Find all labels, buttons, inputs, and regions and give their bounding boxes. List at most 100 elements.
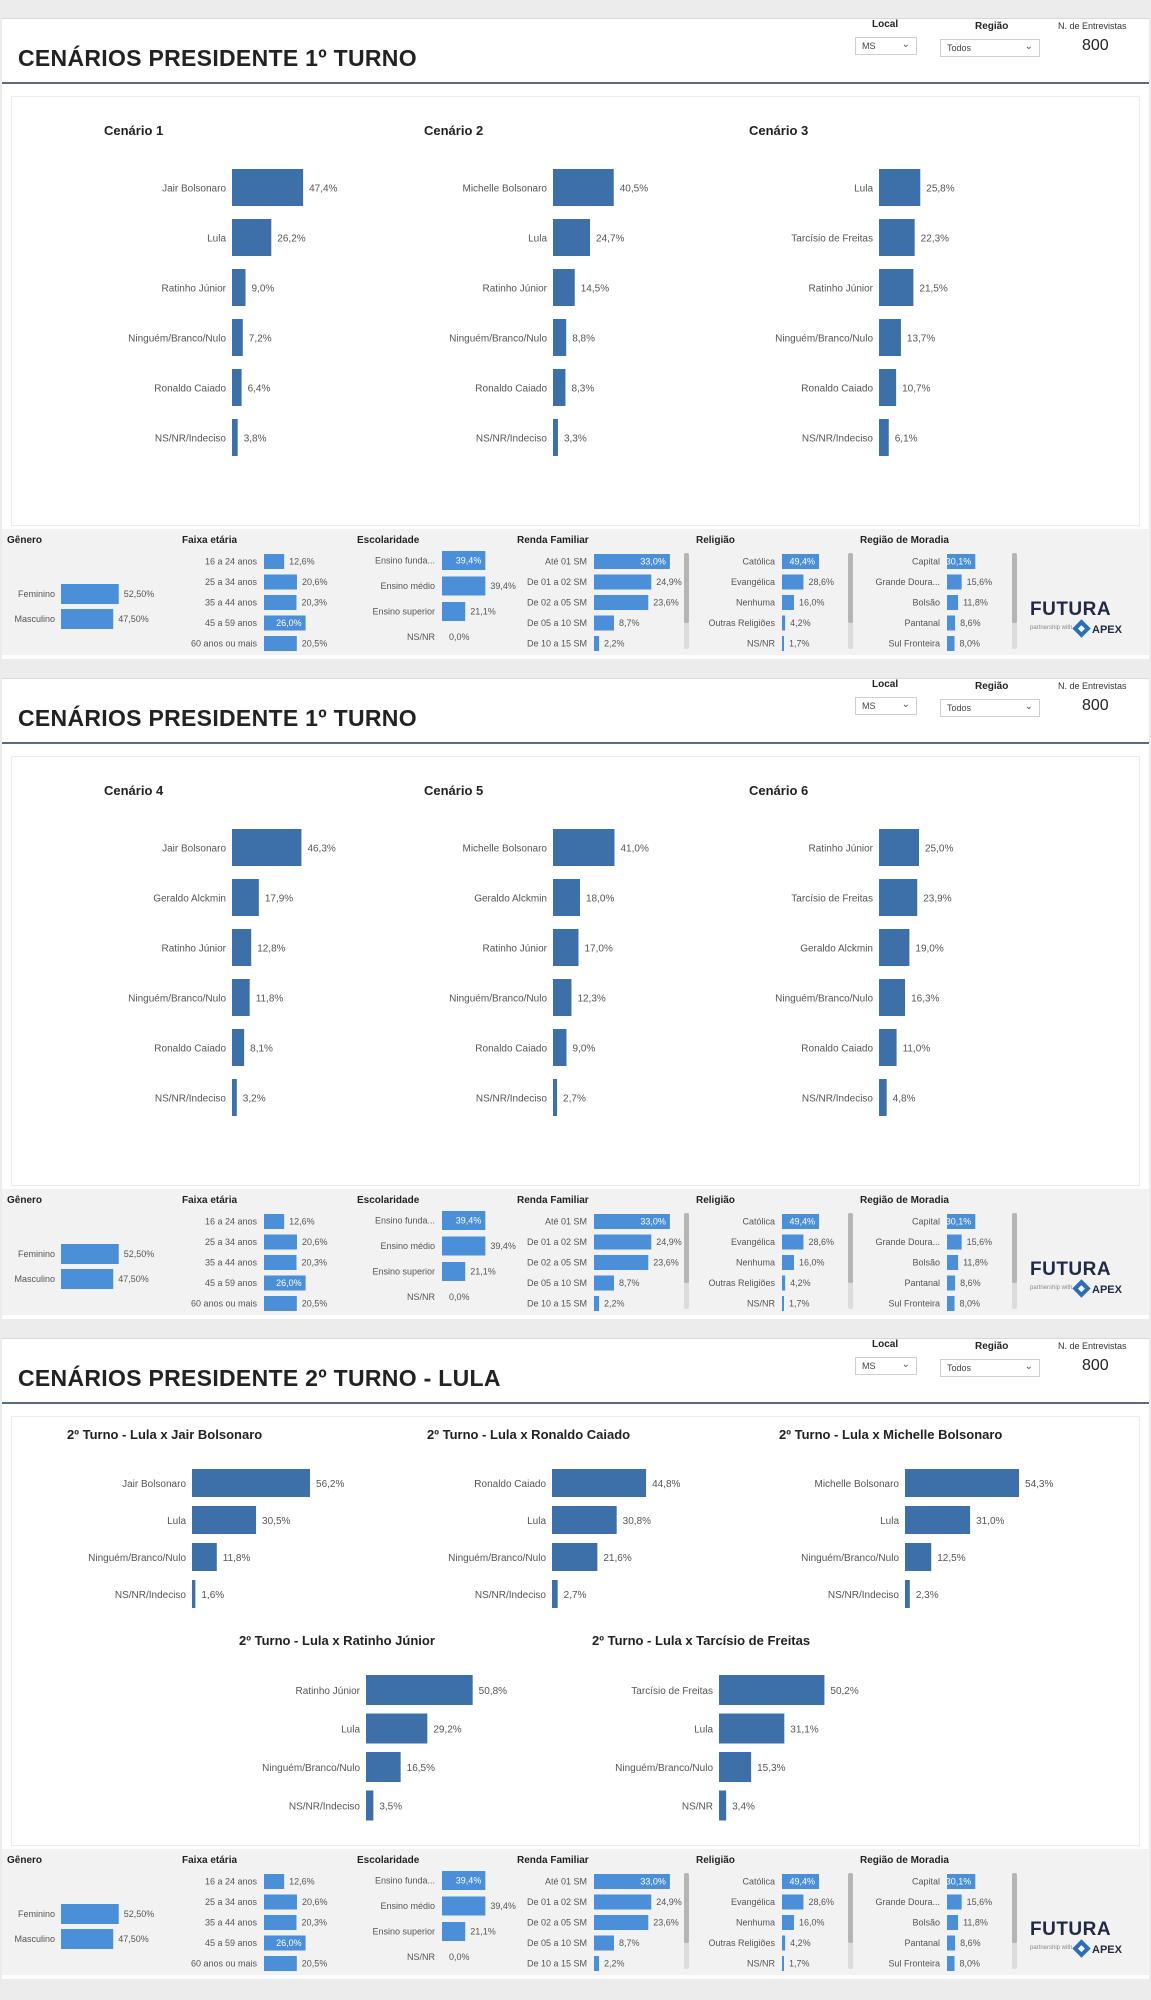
bar-ns-nr-indeciso[interactable] [879,1079,887,1116]
bar-ratinho-junior[interactable] [879,269,914,306]
demo-bar-capital[interactable] [947,554,976,569]
bar-ns-nr-indeciso[interactable] [553,419,558,456]
demo-bar-nenhuma[interactable] [782,1255,794,1270]
bar-jair-bolsonaro[interactable] [232,169,304,206]
bar-ninguem-branco-nulo[interactable] [879,979,906,1016]
demo-bar-nenhuma[interactable] [782,1915,794,1930]
scrollbar-thumb[interactable] [1012,1873,1017,1943]
demo-bar-masculino[interactable] [61,1269,114,1289]
bar-ninguem-branco-nulo[interactable] [232,979,250,1016]
scrollbar-thumb[interactable] [684,1873,689,1943]
demo-bar-evangelica[interactable] [782,1234,804,1250]
demo-bar-nenhuma[interactable] [782,595,794,610]
demo-bar-35-a-44-anos[interactable] [264,595,297,610]
demo-bar-ensino-medio[interactable] [442,1236,486,1256]
demo-bar-ensino-superior[interactable] [442,1922,466,1941]
demo-bar-bolsao[interactable] [947,1915,959,1930]
demo-bar-de-10-a-15-sm[interactable] [594,1956,600,1971]
local-dropdown[interactable]: MS ⌄ [855,1357,917,1375]
demo-bar-catolica[interactable] [782,1214,820,1229]
bar-ratinho-junior[interactable] [366,1675,473,1705]
demo-bar-de-02-a-05-sm[interactable] [594,1915,649,1930]
bar-ronaldo-caiado[interactable] [232,1029,245,1066]
bar-ninguem-branco-nulo[interactable] [719,1752,752,1782]
scrollbar-thumb[interactable] [848,1213,853,1283]
bar-ns-nr-indeciso[interactable] [905,1580,910,1608]
demo-bar-bolsao[interactable] [947,595,959,610]
bar-ninguem-branco-nulo[interactable] [553,319,567,356]
demo-bar-45-a-59-anos[interactable] [264,615,306,631]
local-dropdown[interactable]: MS ⌄ [855,697,917,715]
demo-bar-ensino-medio[interactable] [442,1896,486,1916]
demo-bar-de-02-a-05-sm[interactable] [594,1255,649,1270]
demo-bar-pantanal[interactable] [947,615,956,631]
demo-bar-de-10-a-15-sm[interactable] [594,636,600,651]
demo-bar-capital[interactable] [947,1214,976,1229]
demo-bar-evangelica[interactable] [782,1894,804,1910]
regiao-dropdown[interactable]: Todos ⌄ [940,699,1040,717]
bar-lula[interactable] [553,219,591,256]
bar-geraldo-alckmin[interactable] [879,929,910,966]
bar-ninguem-branco-nulo[interactable] [552,1543,598,1571]
bar-ronaldo-caiado[interactable] [552,1469,647,1497]
bar-tarcisio-de-freitas[interactable] [719,1675,825,1705]
demo-bar-sul-fronteira[interactable] [947,636,955,651]
bar-ninguem-branco-nulo[interactable] [232,319,243,356]
demo-bar-de-05-a-10-sm[interactable] [594,615,615,631]
bar-lula[interactable] [232,219,272,256]
demo-bar-ensino-funda[interactable] [442,1871,486,1890]
bar-michelle-bolsonaro[interactable] [553,829,615,866]
demo-bar-60-anos-ou-mais[interactable] [264,1296,297,1311]
scrollbar-thumb[interactable] [1012,1213,1017,1283]
local-dropdown[interactable]: MS ⌄ [855,37,917,55]
bar-ninguem-branco-nulo[interactable] [879,319,901,356]
demo-bar-evangelica[interactable] [782,574,804,590]
demo-bar-16-a-24-anos[interactable] [264,554,285,569]
bar-tarcisio-de-freitas[interactable] [879,219,915,256]
demo-bar-ensino-superior[interactable] [442,602,466,621]
demo-bar-masculino[interactable] [61,609,114,629]
bar-ronaldo-caiado[interactable] [879,1029,897,1066]
demo-bar-sul-fronteira[interactable] [947,1956,955,1971]
scrollbar-thumb[interactable] [684,553,689,623]
bar-ratinho-junior[interactable] [553,269,575,306]
demo-bar-de-01-a-02-sm[interactable] [594,574,652,590]
demo-bar-25-a-34-anos[interactable] [264,1894,297,1910]
demo-bar-de-01-a-02-sm[interactable] [594,1234,652,1250]
bar-ratinho-junior[interactable] [232,269,246,306]
bar-ninguem-branco-nulo[interactable] [192,1543,217,1571]
demo-bar-16-a-24-anos[interactable] [264,1874,285,1889]
bar-ns-nr-indeciso[interactable] [232,1079,237,1116]
bar-lula[interactable] [719,1713,785,1744]
demo-bar-ensino-medio[interactable] [442,576,486,596]
bar-ronaldo-caiado[interactable] [879,369,897,406]
demo-bar-de-10-a-15-sm[interactable] [594,1296,600,1311]
demo-bar-ensino-funda[interactable] [442,551,486,570]
bar-geraldo-alckmin[interactable] [553,879,580,916]
bar-jair-bolsonaro[interactable] [232,829,302,866]
demo-bar-45-a-59-anos[interactable] [264,1935,306,1951]
bar-lula[interactable] [552,1506,617,1534]
demo-bar-25-a-34-anos[interactable] [264,574,297,590]
demo-bar-de-05-a-10-sm[interactable] [594,1935,615,1951]
bar-michelle-bolsonaro[interactable] [905,1469,1020,1497]
demo-bar-capital[interactable] [947,1874,976,1889]
demo-bar-outras-religioes[interactable] [782,615,786,631]
bar-lula[interactable] [192,1506,257,1534]
bar-ratinho-junior[interactable] [879,829,919,866]
demo-bar-masculino[interactable] [61,1929,114,1949]
demo-bar-ensino-funda[interactable] [442,1211,486,1230]
demo-bar-sul-fronteira[interactable] [947,1296,955,1311]
bar-michelle-bolsonaro[interactable] [553,169,614,206]
demo-bar-outras-religioes[interactable] [782,1275,786,1291]
demo-bar-de-02-a-05-sm[interactable] [594,595,649,610]
demo-bar-feminino[interactable] [61,584,119,604]
demo-bar-60-anos-ou-mais[interactable] [264,1956,297,1971]
demo-bar-pantanal[interactable] [947,1275,956,1291]
demo-bar-ate-01-sm[interactable] [594,1874,670,1889]
scrollbar-thumb[interactable] [1012,553,1017,623]
bar-ronaldo-caiado[interactable] [232,369,242,406]
demo-bar-ns-nr[interactable] [782,1956,784,1971]
bar-lula[interactable] [905,1506,971,1534]
bar-ns-nr-indeciso[interactable] [552,1580,558,1608]
